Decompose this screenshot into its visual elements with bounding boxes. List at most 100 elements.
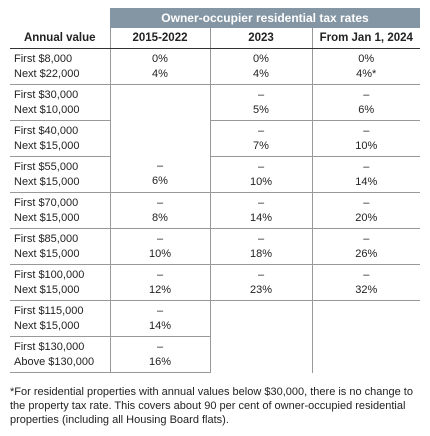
footnote: *For residential properties with annual … <box>10 386 413 426</box>
rate-cell: – 18% <box>209 228 312 265</box>
row-group: First $70,000 Next $15,000 – 8% – 14% – 20% <box>10 192 420 229</box>
row-group: First $8,000 Next $22,000 0% 4% 0% 4% 0% 4%* <box>10 48 420 85</box>
rate-line: – <box>156 304 164 317</box>
rate-line: 6% <box>358 103 375 116</box>
rate-cell: – 5% <box>209 84 312 121</box>
rate-cell: – 6% <box>109 156 210 193</box>
rate-line: – <box>363 88 370 101</box>
band-cell: First $130,000 Above $130,000 <box>10 336 110 373</box>
rate-line: 14% <box>355 175 378 188</box>
rate-line: – <box>257 160 265 173</box>
rate-line: – <box>257 88 265 101</box>
band-line: Next $15,000 <box>14 211 80 224</box>
rate-cell: – 10% <box>311 120 420 157</box>
band-line: First $115,000 <box>14 304 84 317</box>
band-line: First $30,000 <box>14 88 79 101</box>
rate-cell: – 32% <box>311 264 420 301</box>
rate-cell: – 6% <box>311 84 420 121</box>
rate-line: 0% <box>253 52 269 65</box>
band-line: First $70,000 <box>14 196 79 209</box>
row-group: First $40,000 Next $15,000 – 7% – 10% <box>10 120 420 157</box>
rate-line: 23% <box>249 283 273 296</box>
rate-line: 7% <box>253 139 269 152</box>
rate-line: 6% <box>152 175 168 188</box>
band-line: First $130,000 <box>14 340 85 353</box>
band-line: Next $15,000 <box>14 319 80 332</box>
band-line: First $40,000 <box>14 124 79 137</box>
row-group: First $130,000 Above $130,000 – 16% <box>10 336 420 373</box>
rate-line: 18% <box>249 247 273 260</box>
column-header: 2023 <box>209 28 312 49</box>
rate-line: – <box>156 340 164 353</box>
row-group: First $55,000 Next $15,000 – 6% – 10% – 14% <box>10 156 420 193</box>
band-line: Next $15,000 <box>14 247 80 260</box>
rate-line: 32% <box>355 283 378 296</box>
row-group: First $85,000 Next $15,000 – 10% – 18% – 26% <box>10 228 420 265</box>
rate-line: – <box>156 160 164 173</box>
band-cell: First $30,000 Next $10,000 <box>10 84 110 121</box>
rate-cell: – 14% <box>311 156 420 193</box>
rate-cell: – 10% <box>209 156 312 193</box>
rate-line: 8% <box>152 211 168 224</box>
rate-cell <box>209 336 312 373</box>
rate-line: 10% <box>249 175 273 188</box>
rate-cell <box>109 120 210 157</box>
rate-cell <box>311 336 420 373</box>
row-group: First $115,000 Next $15,000 – 14% <box>10 300 420 337</box>
rate-line: 0% <box>358 52 375 65</box>
band-line: Next $10,000 <box>14 103 80 116</box>
rate-line: – <box>257 124 265 137</box>
table-wrap: Owner-occupier residential tax rates Ann… <box>10 8 420 373</box>
rate-line: 5% <box>253 103 269 116</box>
rate-line: 20% <box>355 211 378 224</box>
rate-cell: 0% 4% <box>109 48 210 85</box>
band-cell: First $85,000 Next $15,000 <box>10 228 110 265</box>
rate-line: – <box>257 196 265 209</box>
band-line: Next $15,000 <box>14 175 80 188</box>
rate-line: – <box>363 196 370 209</box>
rate-cell: – 8% <box>109 192 210 229</box>
rate-cell: – 12% <box>109 264 210 301</box>
band-cell: First $55,000 Next $15,000 <box>10 156 110 193</box>
rate-cell: – 20% <box>311 192 420 229</box>
rate-line: 14% <box>148 319 172 332</box>
rate-cell: – 16% <box>109 336 210 373</box>
rate-line: – <box>363 160 370 173</box>
tax-table: Owner-occupier residential tax rates Ann… <box>10 8 420 373</box>
band-line: Next $15,000 <box>14 283 80 296</box>
rate-line: 4% <box>152 67 168 80</box>
rate-line: 26% <box>355 247 378 260</box>
rate-line: – <box>363 124 370 137</box>
column-header: Annual value <box>10 28 110 49</box>
band-line: Next $22,000 <box>14 67 80 80</box>
band-line: First $100,000 <box>14 268 85 281</box>
column-header: From Jan 1, 2024 <box>311 28 420 49</box>
rate-cell <box>209 300 312 337</box>
rate-line: 0% <box>152 52 168 65</box>
band-cell: First $115,000 Next $15,000 <box>10 300 110 337</box>
rate-line: – <box>257 232 265 245</box>
rate-line: – <box>363 232 370 245</box>
rate-line: 4%* <box>356 67 377 80</box>
blank <box>10 8 110 28</box>
band-cell: First $70,000 Next $15,000 <box>10 192 110 229</box>
rate-cell: – 26% <box>311 228 420 265</box>
band-cell: First $100,000 Next $15,000 <box>10 264 110 301</box>
rate-cell: 0% 4%* <box>311 48 420 85</box>
rate-line: 14% <box>249 211 273 224</box>
band-cell: First $40,000 Next $15,000 <box>10 120 110 157</box>
band-line: First $85,000 <box>14 232 79 245</box>
rate-line: 4% <box>253 67 269 80</box>
column-header: 2015-2022 <box>109 28 210 49</box>
rate-cell <box>311 300 420 337</box>
rate-line: – <box>156 232 164 245</box>
rate-line: – <box>257 268 265 281</box>
rate-cell: – 23% <box>209 264 312 301</box>
rate-line: – <box>156 268 164 281</box>
rate-cell <box>109 84 210 121</box>
band-line: Next $15,000 <box>14 139 80 152</box>
rate-line: 10% <box>355 139 378 152</box>
row-group: First $100,000 Next $15,000 – 12% – 23% – 32% <box>10 264 420 301</box>
rate-cell: – 14% <box>109 300 210 337</box>
row-group: First $30,000 Next $10,000 – 5% – 6% <box>10 84 420 121</box>
